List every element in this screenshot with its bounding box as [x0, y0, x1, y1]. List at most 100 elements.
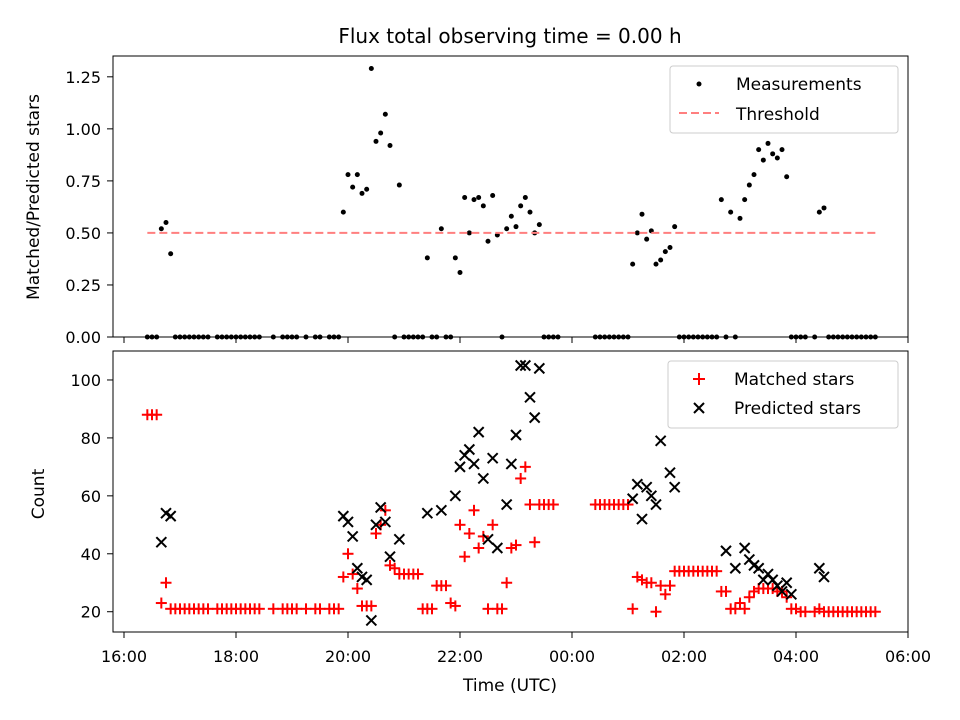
- count-y-label: Count: [29, 468, 49, 519]
- matched-star-point: [799, 606, 811, 618]
- ratio-y-tick-label: 0.25: [65, 276, 101, 295]
- measurement-point: [504, 226, 510, 232]
- matched-star-point: [622, 499, 634, 511]
- matched-star-point: [314, 603, 326, 615]
- predicted-star-point: [477, 472, 490, 485]
- matched-star-point: [645, 577, 657, 589]
- predicted-star-point: [528, 411, 541, 424]
- ratio-y-tick-label: 0.75: [65, 172, 101, 191]
- matched-star-point: [253, 603, 265, 615]
- predicted-star-point: [524, 391, 536, 404]
- legend-threshold-label: Threshold: [735, 105, 820, 125]
- matched-star-point: [351, 583, 363, 595]
- measurement-point: [784, 174, 790, 180]
- predicted-star-point: [664, 466, 676, 479]
- measurement-point: [742, 197, 748, 203]
- predicted-star-point: [379, 516, 392, 528]
- matched-star-point: [449, 600, 461, 612]
- predicted-star-point: [482, 533, 494, 546]
- measurement-point: [359, 190, 365, 196]
- measurement-point: [751, 172, 757, 178]
- predicted-star-point: [421, 507, 434, 519]
- matched-star-point: [547, 499, 559, 511]
- measurement-point: [518, 203, 524, 209]
- predicted-star-point: [785, 588, 798, 601]
- measurement-point: [354, 172, 360, 178]
- matched-star-point: [477, 530, 489, 542]
- matched-star-point: [627, 603, 639, 615]
- matched-star-point: [347, 568, 359, 580]
- predicted-star-point: [626, 493, 639, 505]
- predicted-star-point: [729, 562, 742, 574]
- matched-star-point: [440, 580, 452, 592]
- measurement-point: [527, 209, 533, 215]
- count-panel: 20 40 60 80 100 16:00 18:00 20:00 22:00 00:00 02:…: [29, 350, 931, 696]
- predicted-star-point: [776, 585, 788, 598]
- matched-star-point: [510, 539, 522, 551]
- measurement-point: [387, 143, 393, 149]
- predicted-star-point: [370, 519, 382, 531]
- predicted-star-point: [155, 536, 168, 548]
- measurement-point: [163, 220, 169, 226]
- matched-star-point: [291, 603, 303, 615]
- legend-measurements-label: Measurements: [736, 75, 862, 95]
- predicted-star-point: [636, 513, 648, 525]
- matched-star-point: [468, 504, 480, 516]
- matched-markers: [141, 409, 881, 618]
- x-tick-label: 04:00: [773, 647, 819, 666]
- matched-star-point: [473, 542, 485, 554]
- predicted-star-point: [351, 562, 364, 574]
- matched-star-point: [370, 528, 382, 540]
- predicted-star-point: [360, 574, 373, 586]
- predicted-star-point: [514, 359, 527, 372]
- matched-star-point: [650, 606, 662, 618]
- measurement-point: [634, 230, 640, 236]
- matched-star-point: [202, 603, 214, 615]
- measurement-point: [662, 249, 668, 255]
- measurement-point: [718, 197, 724, 203]
- matched-star-point: [781, 591, 793, 603]
- measurement-point: [536, 222, 542, 228]
- measurement-point: [779, 147, 785, 153]
- matched-star-point: [515, 472, 527, 484]
- count-y-tick-label: 100: [70, 371, 101, 390]
- matched-star-point: [155, 597, 167, 609]
- matched-star-point: [426, 603, 438, 615]
- matched-star-point: [869, 606, 881, 618]
- measurement-point: [667, 244, 673, 250]
- x-axis-label: Time (UTC): [462, 676, 557, 696]
- ratio-y-tick-label: 0.00: [65, 328, 101, 347]
- x-tick-label: 22:00: [437, 647, 483, 666]
- x-tick-label: 02:00: [661, 647, 707, 666]
- measurement-point: [653, 261, 659, 267]
- measurement-point: [457, 269, 463, 275]
- legend-matched-marker: [693, 373, 705, 385]
- legend-predicted-label: Predicted stars: [734, 399, 861, 419]
- legend-measurements-marker: [696, 81, 702, 87]
- ratio-y-axis: 0.00 0.25 0.50 0.75 1.00 1.25: [65, 68, 113, 347]
- matched-star-point: [734, 597, 746, 609]
- matched-star-point: [365, 600, 377, 612]
- x-tick-label: 18:00: [213, 647, 259, 666]
- x-tick-label: 16:00: [101, 647, 147, 666]
- predicted-star-point: [435, 504, 448, 517]
- matched-star-point: [482, 603, 494, 615]
- count-y-tick-label: 60: [81, 487, 101, 506]
- matched-star-point: [729, 603, 741, 615]
- measurement-point: [672, 224, 678, 230]
- measurement-point: [340, 209, 346, 215]
- measurement-point: [438, 226, 444, 232]
- measurement-point: [728, 209, 734, 215]
- predicted-star-point: [818, 571, 830, 583]
- matched-star-point: [459, 551, 471, 563]
- measurement-point: [480, 203, 486, 209]
- matched-star-point: [267, 603, 279, 615]
- predicted-star-point: [342, 516, 354, 528]
- matched-star-point: [454, 519, 466, 531]
- measurement-point: [485, 238, 491, 244]
- predicted-star-point: [654, 435, 667, 447]
- predicted-star-point: [472, 426, 485, 438]
- predicted-star-point: [454, 461, 466, 473]
- matched-star-point: [389, 562, 401, 574]
